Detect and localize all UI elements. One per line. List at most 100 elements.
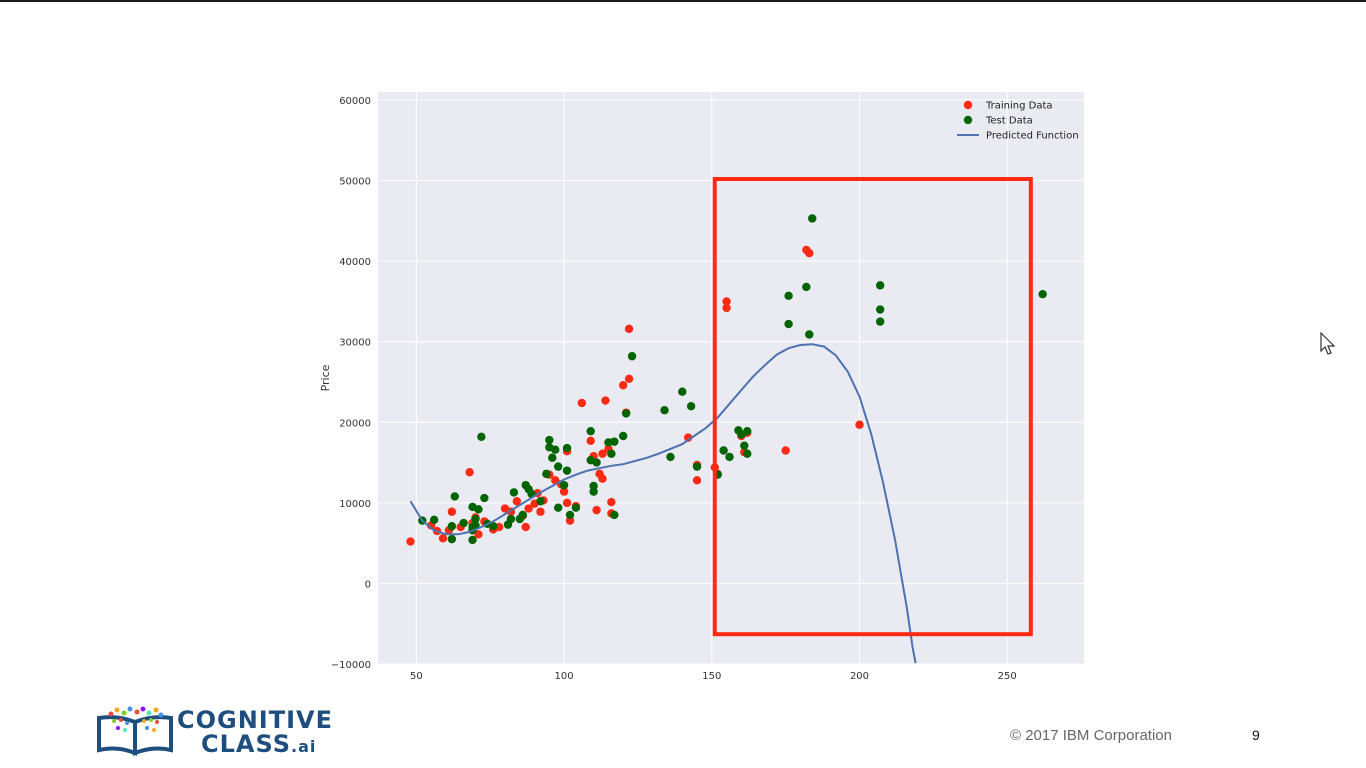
- logo-text-class: CLASS.ai: [201, 730, 317, 758]
- y-axis-label: Price: [319, 364, 332, 391]
- training-data-point: [618, 381, 628, 390]
- test-data-point: [559, 480, 569, 490]
- y-tick-label: 10000: [339, 499, 371, 510]
- legend-marker: [963, 115, 973, 125]
- training-data-point: [512, 497, 522, 506]
- x-tick-label: 150: [702, 671, 721, 682]
- test-data-point: [610, 437, 619, 446]
- legend-label: Test Data: [985, 116, 1033, 127]
- predicted-function-line: [409, 343, 917, 664]
- test-data-point: [459, 518, 468, 528]
- y-tick-label: 20000: [339, 418, 371, 429]
- grid: [378, 92, 1084, 665]
- test-data-point: [553, 462, 563, 471]
- y-tick-label: 50000: [339, 177, 371, 188]
- test-data-point: [562, 466, 572, 475]
- page-number: 9: [1252, 727, 1260, 743]
- test-data-point: [808, 214, 817, 223]
- legend: Training Data Test Data Predicted Function: [957, 101, 1079, 142]
- x-tick-label: 200: [850, 671, 869, 682]
- test-data-point: [784, 291, 793, 301]
- test-data-point: [548, 453, 557, 462]
- training-data-point: [465, 468, 474, 477]
- test-data-point: [627, 352, 637, 361]
- test-data-point: [592, 458, 601, 467]
- plot-area: [378, 92, 1084, 664]
- test-data-point: [875, 281, 885, 290]
- test-data-point: [447, 534, 457, 544]
- test-data-point: [1038, 290, 1047, 299]
- training-data-point: [598, 449, 607, 458]
- training-data-point: [474, 530, 483, 539]
- test-data-point: [562, 443, 572, 453]
- test-data-point: [607, 449, 616, 458]
- x-tick-label: 50: [410, 671, 423, 682]
- test-data-point: [480, 493, 489, 503]
- scatter-chart: 50 100 150 200 250 −10000 0 10000 20000 30000 4000…: [319, 92, 1084, 682]
- test-data-point: [468, 535, 477, 545]
- test-data-point: [740, 441, 749, 450]
- training-data-point: [722, 297, 731, 306]
- test-data-point: [802, 282, 811, 292]
- logo-text-cognitive: COGNITIVE: [177, 706, 333, 734]
- cognitive-class-logo: COGNITIVE CLASS.ai: [97, 706, 332, 758]
- test-data-point: [450, 492, 460, 501]
- training-data-point: [521, 522, 530, 532]
- y-tick-label: 40000: [339, 257, 371, 268]
- test-data-point: [429, 515, 439, 524]
- y-tick-label: 30000: [339, 338, 371, 349]
- y-tick-label: 60000: [339, 96, 371, 107]
- test-data-point: [447, 522, 457, 531]
- test-data-point: [553, 503, 563, 512]
- test-data-point: [506, 514, 516, 524]
- test-data-point: [565, 510, 575, 520]
- test-data-point: [610, 510, 619, 520]
- mouse-cursor-icon: [1320, 332, 1336, 355]
- test-data-point: [805, 330, 814, 339]
- training-data-point: [577, 398, 587, 408]
- test-data-point: [509, 488, 519, 497]
- training-data-point: [781, 446, 790, 455]
- test-data-point: [875, 305, 885, 314]
- training-data-point: [524, 504, 533, 513]
- x-tick-label: 250: [998, 671, 1017, 682]
- legend-marker: [963, 100, 973, 110]
- test-data-point: [743, 426, 752, 436]
- x-tick-label: 100: [555, 671, 574, 682]
- axis-ticks: 50 100 150 200 250 −10000 0 10000 20000 30000 4000…: [331, 96, 1017, 682]
- y-tick-label: −10000: [331, 660, 371, 671]
- test-data-point: [542, 469, 551, 479]
- test-data-point: [518, 510, 527, 520]
- training-data-point: [601, 396, 610, 405]
- test-data-point: [678, 387, 687, 396]
- test-data-point: [489, 522, 498, 531]
- training-data-point: [447, 507, 457, 516]
- test-data-point: [571, 503, 581, 512]
- test-data-point: [875, 317, 885, 326]
- test-data-point: [545, 435, 554, 445]
- training-data-point: [406, 537, 415, 546]
- test-data-point: [725, 452, 734, 462]
- test-data-point: [621, 409, 631, 418]
- highlight-box: [712, 177, 1033, 637]
- training-data-point: [559, 487, 569, 496]
- copyright-text: © 2017 IBM Corporation: [1010, 727, 1172, 744]
- test-data-point: [660, 406, 669, 415]
- training-data-point: [805, 248, 814, 258]
- training-data-point: [562, 498, 572, 508]
- test-data-point: [589, 487, 598, 496]
- test-data-point: [536, 497, 545, 506]
- training-data-point: [607, 497, 616, 507]
- test-data-point: [692, 462, 702, 471]
- test-data-point: [618, 431, 628, 441]
- training-data-point: [722, 303, 731, 313]
- test-data-point: [551, 445, 560, 454]
- training-data-point: [536, 507, 545, 516]
- y-tick-label: 0: [365, 579, 371, 590]
- legend-label: Training Data: [985, 101, 1053, 112]
- test-data-point: [471, 514, 480, 524]
- legend-label: Predicted Function: [986, 131, 1079, 142]
- training-data-point: [438, 534, 448, 543]
- top-border: [0, 0, 1366, 2]
- training-data-point: [624, 374, 634, 384]
